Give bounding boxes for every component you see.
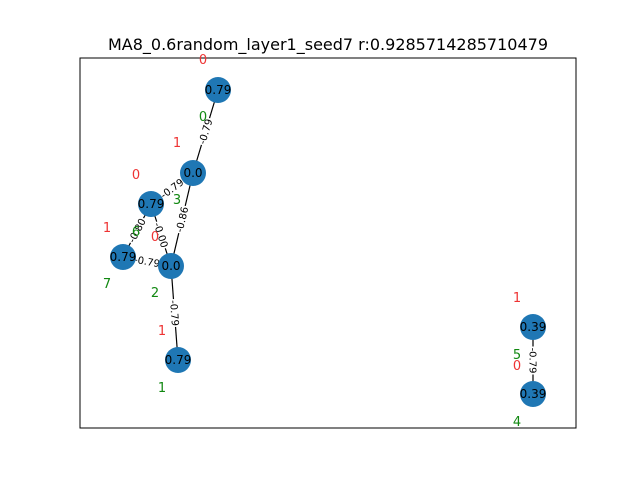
edge-weight-label: -0.79: [167, 300, 180, 327]
edge-label-bg: [195, 116, 216, 147]
graph-node: 0.0: [180, 160, 206, 186]
node-value-label: 0.0: [183, 166, 202, 180]
node-green-annotation: 3: [173, 193, 181, 208]
graph-node: 0.79: [165, 347, 192, 373]
edge-label-bg: [527, 346, 539, 375]
edge-label-bg: [150, 219, 172, 251]
node-red-annotation: 0: [132, 168, 140, 183]
graph-node: 0.79: [110, 244, 137, 270]
node-green-annotation: 0: [199, 110, 207, 125]
chart-title: MA8_0.6random_layer1_seed7 r:0.928571428…: [108, 35, 548, 55]
node-green-annotation: 1: [158, 381, 166, 396]
node-green-annotation: 5: [513, 348, 521, 363]
graph-node: 0.39: [520, 314, 547, 340]
node-red-annotation: 0: [513, 359, 521, 374]
node-red-annotation: 1: [173, 136, 181, 151]
edge-label-bg: [167, 298, 182, 328]
graph-node: 0.39: [520, 381, 547, 407]
graph-node: 0.79: [138, 191, 165, 217]
node-green-annotation: 6: [132, 225, 140, 240]
edge-label-bg: [157, 175, 187, 202]
node-value-label: 0.39: [520, 320, 547, 334]
node-circle: [520, 314, 546, 340]
node-circle: [165, 347, 191, 373]
graph-node: 0.79: [205, 77, 232, 103]
edge-weight-label: -0.79: [133, 255, 160, 271]
edge-weight-label: -0.79: [527, 348, 538, 374]
edge-label-bg: [172, 204, 192, 235]
node-value-label: 0.0: [161, 259, 180, 273]
node-circle: [138, 191, 164, 217]
node-value-label: 0.79: [205, 83, 232, 97]
axes-frame: [79, 57, 577, 429]
node-red-annotation: 0: [151, 230, 159, 245]
node-circle: [110, 244, 136, 270]
node-value-label: 0.79: [138, 197, 165, 211]
edge-label-bg: [132, 253, 162, 270]
node-green-annotation: 7: [103, 277, 111, 292]
edge-label-bg: [125, 215, 149, 246]
node-red-annotation: 1: [513, 291, 521, 306]
graph-node: 0.0: [158, 253, 184, 279]
node-value-label: 0.79: [110, 250, 137, 264]
node-value-label: 0.39: [520, 387, 547, 401]
node-red-annotation: 0: [199, 53, 207, 68]
node-circle: [158, 253, 184, 279]
node-green-annotation: 2: [151, 286, 159, 301]
nodes-layer: 0.79 0.0 0.79 0.79 0.0 0.79 0.39 0.39: [110, 77, 547, 407]
node-circle: [205, 77, 231, 103]
node-value-label: 0.79: [165, 353, 192, 367]
node-green-annotation: 4: [513, 415, 521, 430]
node-circle: [180, 160, 206, 186]
node-circle: [520, 381, 546, 407]
node-red-annotation: 1: [158, 324, 166, 339]
node-red-annotation: 1: [103, 221, 111, 236]
